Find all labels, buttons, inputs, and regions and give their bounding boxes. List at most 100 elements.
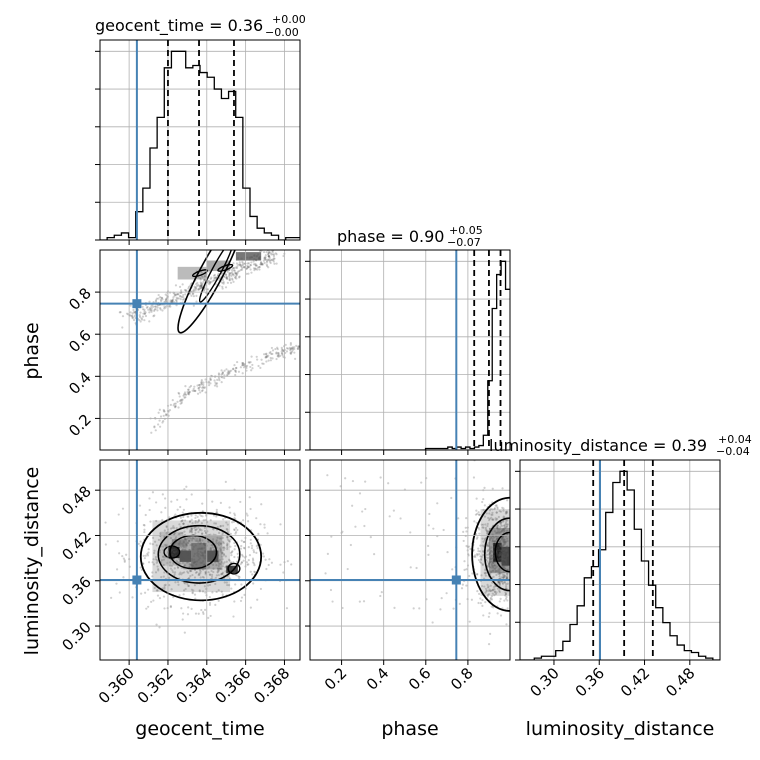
sample-point xyxy=(387,482,390,485)
sample-point xyxy=(190,528,193,531)
sample-point xyxy=(277,352,280,355)
sample-point xyxy=(140,317,143,320)
sample-point xyxy=(207,270,211,273)
sample-point xyxy=(180,400,183,403)
sample-point xyxy=(217,569,220,572)
sample-point xyxy=(331,600,334,603)
sample-point xyxy=(217,373,221,376)
sample-point xyxy=(179,516,183,519)
sample-point xyxy=(217,560,220,563)
sample-point xyxy=(239,547,243,550)
sample-point xyxy=(259,366,262,369)
sample-point xyxy=(498,540,502,543)
sample-point xyxy=(226,583,229,587)
sample-point xyxy=(186,550,189,554)
sample-point xyxy=(209,548,212,551)
sample-point xyxy=(279,354,282,358)
x-tick-label-phase: 0.8 xyxy=(447,664,477,694)
x-tick-label-phase: 0.6 xyxy=(405,664,435,694)
sample-point xyxy=(242,559,245,562)
sample-point xyxy=(221,531,224,535)
sample-point xyxy=(209,547,213,550)
sample-point xyxy=(505,557,508,560)
sample-point xyxy=(121,326,124,329)
sample-point xyxy=(203,529,207,533)
sample-point xyxy=(258,257,262,261)
sample-point xyxy=(487,563,491,566)
sample-point xyxy=(172,550,175,554)
sample-point xyxy=(199,286,202,289)
sample-point xyxy=(503,581,506,584)
sample-point xyxy=(265,251,268,254)
sample-point xyxy=(500,549,503,552)
sample-point xyxy=(183,582,187,585)
sample-point xyxy=(249,361,252,364)
sample-point xyxy=(483,571,486,574)
sample-point xyxy=(189,570,192,573)
sample-point xyxy=(217,372,221,375)
sample-point xyxy=(326,474,329,477)
sample-point xyxy=(213,273,216,277)
sample-point xyxy=(226,371,229,374)
sample-point xyxy=(165,296,169,299)
sample-point xyxy=(451,568,454,571)
sample-point xyxy=(230,587,233,590)
sample-point xyxy=(491,513,494,516)
sample-point xyxy=(175,550,178,553)
sample-point xyxy=(289,352,292,355)
sample-point xyxy=(506,553,509,556)
sample-point xyxy=(475,509,478,512)
sample-point xyxy=(198,557,202,560)
sample-point xyxy=(506,549,509,552)
sample-point xyxy=(493,507,497,510)
sample-point xyxy=(499,530,503,533)
sample-point xyxy=(440,597,443,600)
sample-point xyxy=(263,353,266,356)
sample-point xyxy=(218,379,221,382)
sample-point xyxy=(201,590,205,593)
sample-point xyxy=(233,528,236,531)
sample-point xyxy=(228,540,232,543)
sample-point xyxy=(271,357,274,360)
sample-point xyxy=(159,307,162,310)
sample-point xyxy=(226,528,229,531)
sample-point xyxy=(174,298,178,302)
sample-point xyxy=(427,524,430,527)
sample-point xyxy=(232,274,235,277)
sample-point xyxy=(504,574,507,578)
sample-point xyxy=(351,479,355,483)
sample-point xyxy=(169,300,172,303)
sample-point xyxy=(270,259,273,262)
sample-point xyxy=(239,263,242,266)
sample-point xyxy=(207,540,210,544)
sample-point xyxy=(493,540,496,544)
sample-point xyxy=(242,265,245,269)
sample-point xyxy=(150,306,153,310)
sample-point xyxy=(256,358,259,361)
sample-point xyxy=(236,528,239,532)
sample-point xyxy=(150,310,153,313)
sample-point xyxy=(492,549,495,553)
sample-point xyxy=(498,567,501,571)
sample-point xyxy=(233,517,236,520)
sample-point xyxy=(242,363,245,367)
sample-point xyxy=(210,548,213,552)
ylabel-phase: phase xyxy=(21,322,43,379)
sample-point xyxy=(121,315,125,318)
sample-point xyxy=(501,554,504,557)
sample-point xyxy=(268,558,271,561)
sample-point xyxy=(496,506,499,509)
sample-point xyxy=(481,526,484,529)
sample-point xyxy=(288,346,292,349)
sample-point xyxy=(188,520,192,524)
sample-point xyxy=(234,370,237,374)
sample-point xyxy=(505,583,508,586)
sample-point xyxy=(504,597,508,600)
sample-point xyxy=(201,554,204,557)
sample-point xyxy=(146,588,150,591)
sample-point xyxy=(501,544,504,547)
sample-point xyxy=(182,612,185,615)
y-tick-label-phase: 0.8 xyxy=(65,284,95,314)
sample-point xyxy=(495,552,499,555)
sample-point xyxy=(467,545,471,548)
